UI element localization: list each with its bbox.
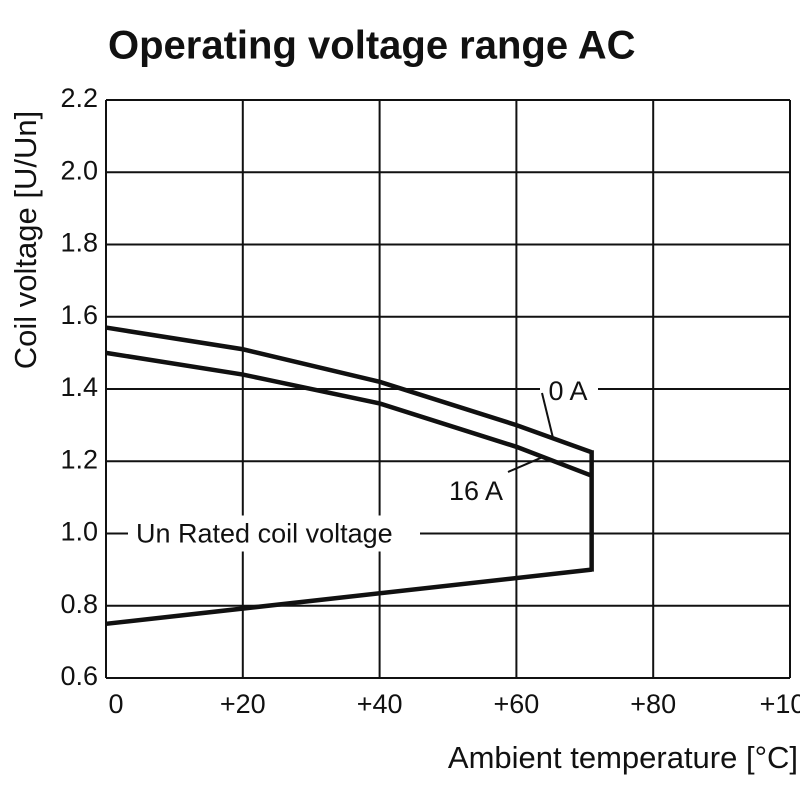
- label-background: [440, 476, 514, 510]
- y-tick-label: 2.2: [60, 83, 98, 113]
- x-tick-label: +40: [357, 689, 403, 719]
- y-tick-label: 1.4: [60, 372, 98, 402]
- line-series: [105, 350, 593, 478]
- label-background: [128, 515, 420, 552]
- y-tick-label: 0.8: [60, 589, 98, 619]
- x-tick-label: 0: [108, 689, 123, 719]
- series-label: 0 A: [548, 376, 587, 406]
- x-axis-label: Ambient temperature [°C]: [448, 740, 798, 775]
- reference-label: Un Rated coil voltage: [136, 519, 393, 549]
- x-tick-label: +20: [220, 689, 266, 719]
- leader-line: [541, 392, 555, 441]
- chart-title: Operating voltage range AC: [108, 24, 636, 68]
- label-background: [540, 375, 598, 409]
- leader-line: [507, 456, 542, 473]
- y-tick-label: 2.0: [60, 155, 98, 185]
- x-tick-label: +60: [493, 689, 539, 719]
- y-tick-label: 1.0: [60, 517, 98, 547]
- x-tick-label: +80: [630, 689, 676, 719]
- series-label: 16 A: [449, 476, 503, 506]
- y-axis-label: Coil voltage [U/Un]: [8, 111, 43, 369]
- x-tick-label: +100: [760, 689, 800, 719]
- line-series: [105, 325, 593, 455]
- y-tick-label: 0.6: [60, 661, 98, 691]
- line-series: [105, 567, 592, 627]
- y-tick-label: 1.6: [60, 300, 98, 330]
- y-tick-label: 1.8: [60, 228, 98, 258]
- y-tick-label: 1.2: [60, 444, 98, 474]
